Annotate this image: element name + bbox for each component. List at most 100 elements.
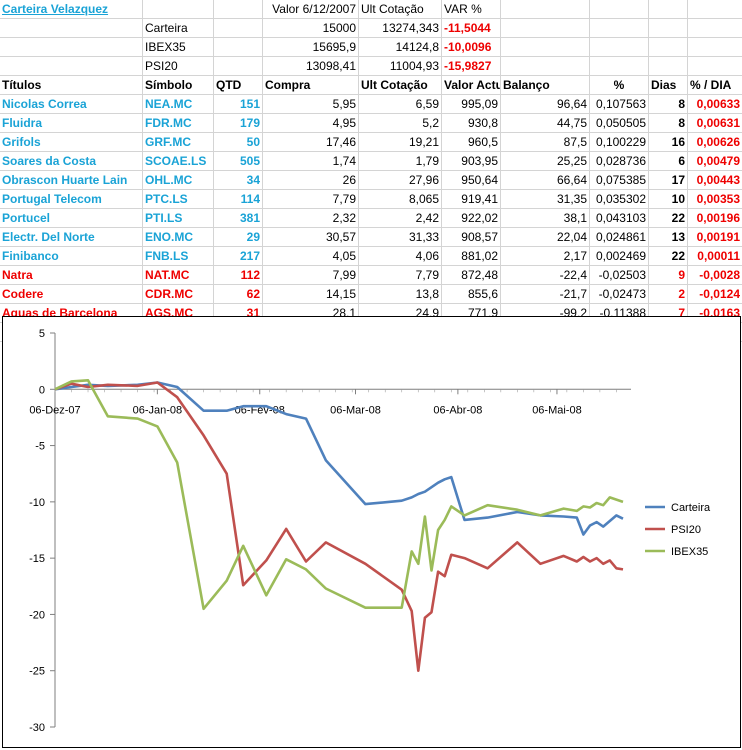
column-header[interactable]: Símbolo <box>143 76 214 95</box>
cell-pdia[interactable]: -0,0124 <box>688 285 742 304</box>
cell-empty[interactable] <box>501 0 590 19</box>
cell-balanco[interactable]: 2,17 <box>501 247 590 266</box>
cell-balanco[interactable]: -21,7 <box>501 285 590 304</box>
cell-valor[interactable]: 919,41 <box>442 190 501 209</box>
cell-balanco[interactable]: 25,25 <box>501 152 590 171</box>
cell-empty[interactable] <box>688 0 742 19</box>
cell-titulo[interactable]: Obrascon Huarte Lain <box>0 171 143 190</box>
cell-ult[interactable]: 4,06 <box>359 247 442 266</box>
cell-ult[interactable]: 7,79 <box>359 266 442 285</box>
ref-ult[interactable]: 11004,93 <box>359 57 442 76</box>
cell-pct[interactable]: 0,028736 <box>590 152 649 171</box>
cell-simbolo[interactable]: PTI.LS <box>143 209 214 228</box>
cell-pdia[interactable]: 0,00443 <box>688 171 742 190</box>
ref-ult[interactable]: 13274,343 <box>359 19 442 38</box>
cell-empty[interactable] <box>0 19 143 38</box>
column-header[interactable]: QTD <box>214 76 263 95</box>
cell-empty[interactable] <box>590 38 649 57</box>
cell-qtd[interactable]: 179 <box>214 114 263 133</box>
column-header[interactable]: Compra <box>263 76 359 95</box>
cell-qtd[interactable]: 34 <box>214 171 263 190</box>
cell-empty[interactable] <box>688 38 742 57</box>
ref-var[interactable]: -11,5044 <box>442 19 501 38</box>
cell-qtd[interactable]: 151 <box>214 95 263 114</box>
cell-pct[interactable]: 0,024861 <box>590 228 649 247</box>
cell-simbolo[interactable]: GRF.MC <box>143 133 214 152</box>
cell-compra[interactable]: 14,15 <box>263 285 359 304</box>
cell-simbolo[interactable]: OHL.MC <box>143 171 214 190</box>
cell-simbolo[interactable]: CDR.MC <box>143 285 214 304</box>
column-header[interactable]: Ult Cotação <box>359 76 442 95</box>
ref-name[interactable]: PSI20 <box>143 57 214 76</box>
cell-pdia[interactable]: 0,00353 <box>688 190 742 209</box>
cell-compra[interactable]: 30,57 <box>263 228 359 247</box>
cell-pdia[interactable]: 0,00196 <box>688 209 742 228</box>
cell-qtd[interactable]: 29 <box>214 228 263 247</box>
cell-compra[interactable]: 4,05 <box>263 247 359 266</box>
cell-pct[interactable]: -0,02503 <box>590 266 649 285</box>
cell-pct[interactable]: 0,035302 <box>590 190 649 209</box>
cell-pdia[interactable]: 0,00479 <box>688 152 742 171</box>
cell-dias[interactable]: 2 <box>649 285 688 304</box>
cell-empty[interactable] <box>649 0 688 19</box>
cell-empty[interactable] <box>688 19 742 38</box>
cell-pdia[interactable]: 0,00011 <box>688 247 742 266</box>
cell-compra[interactable]: 4,95 <box>263 114 359 133</box>
cell-empty[interactable] <box>590 0 649 19</box>
ref-var[interactable]: -15,9827 <box>442 57 501 76</box>
cell-empty[interactable] <box>688 57 742 76</box>
cell-empty[interactable] <box>214 57 263 76</box>
cell-titulo[interactable]: Soares da Costa <box>0 152 143 171</box>
cell-empty[interactable] <box>590 19 649 38</box>
cell-simbolo[interactable]: FNB.LS <box>143 247 214 266</box>
cell-qtd[interactable]: 505 <box>214 152 263 171</box>
cell-empty[interactable] <box>214 38 263 57</box>
cell-compra[interactable]: 7,99 <box>263 266 359 285</box>
cell-pct[interactable]: 0,002469 <box>590 247 649 266</box>
cell-dias[interactable]: 6 <box>649 152 688 171</box>
cell-titulo[interactable]: Fluidra <box>0 114 143 133</box>
cell-qtd[interactable]: 50 <box>214 133 263 152</box>
ref-var[interactable]: -10,0096 <box>442 38 501 57</box>
cell-pdia[interactable]: 0,00191 <box>688 228 742 247</box>
cell-valor[interactable]: 960,5 <box>442 133 501 152</box>
cell-compra[interactable]: 7,79 <box>263 190 359 209</box>
cell-ult[interactable]: 19,21 <box>359 133 442 152</box>
column-header[interactable]: Títulos <box>0 76 143 95</box>
cell-dias[interactable]: 13 <box>649 228 688 247</box>
column-header[interactable]: % <box>590 76 649 95</box>
cell-balanco[interactable]: 38,1 <box>501 209 590 228</box>
cell-balanco[interactable]: 44,75 <box>501 114 590 133</box>
cell-valor[interactable]: 930,8 <box>442 114 501 133</box>
cell-qtd[interactable]: 112 <box>214 266 263 285</box>
cell-valor[interactable]: 872,48 <box>442 266 501 285</box>
column-header[interactable]: Valor Actual <box>442 76 501 95</box>
ref-name[interactable]: IBEX35 <box>143 38 214 57</box>
ref-name[interactable]: Carteira <box>143 19 214 38</box>
cell-ult[interactable]: 31,33 <box>359 228 442 247</box>
cell-empty[interactable] <box>649 57 688 76</box>
cell-empty[interactable] <box>214 19 263 38</box>
cell-balanco[interactable]: 96,64 <box>501 95 590 114</box>
cell-empty[interactable] <box>649 38 688 57</box>
cell-ult[interactable]: 8,065 <box>359 190 442 209</box>
cell-empty[interactable] <box>590 57 649 76</box>
cell-simbolo[interactable]: ENO.MC <box>143 228 214 247</box>
cell-compra[interactable]: 26 <box>263 171 359 190</box>
cell-empty[interactable] <box>501 19 590 38</box>
cell-dias[interactable]: 16 <box>649 133 688 152</box>
cell-compra[interactable]: 1,74 <box>263 152 359 171</box>
cell-balanco[interactable]: 87,5 <box>501 133 590 152</box>
cell-pct[interactable]: 0,050505 <box>590 114 649 133</box>
column-header[interactable]: % / DIA <box>688 76 742 95</box>
sheet-title[interactable]: Carteira Velazquez <box>0 0 143 19</box>
col-ult-header[interactable]: Ult Cotação <box>359 0 442 19</box>
cell-dias[interactable]: 8 <box>649 95 688 114</box>
cell-titulo[interactable]: Portugal Telecom <box>0 190 143 209</box>
cell-pct[interactable]: 0,100229 <box>590 133 649 152</box>
cell-empty[interactable] <box>143 0 214 19</box>
cell-pdia[interactable]: 0,00631 <box>688 114 742 133</box>
cell-pct[interactable]: 0,107563 <box>590 95 649 114</box>
cell-compra[interactable]: 2,32 <box>263 209 359 228</box>
ref-valor[interactable]: 13098,41 <box>263 57 359 76</box>
